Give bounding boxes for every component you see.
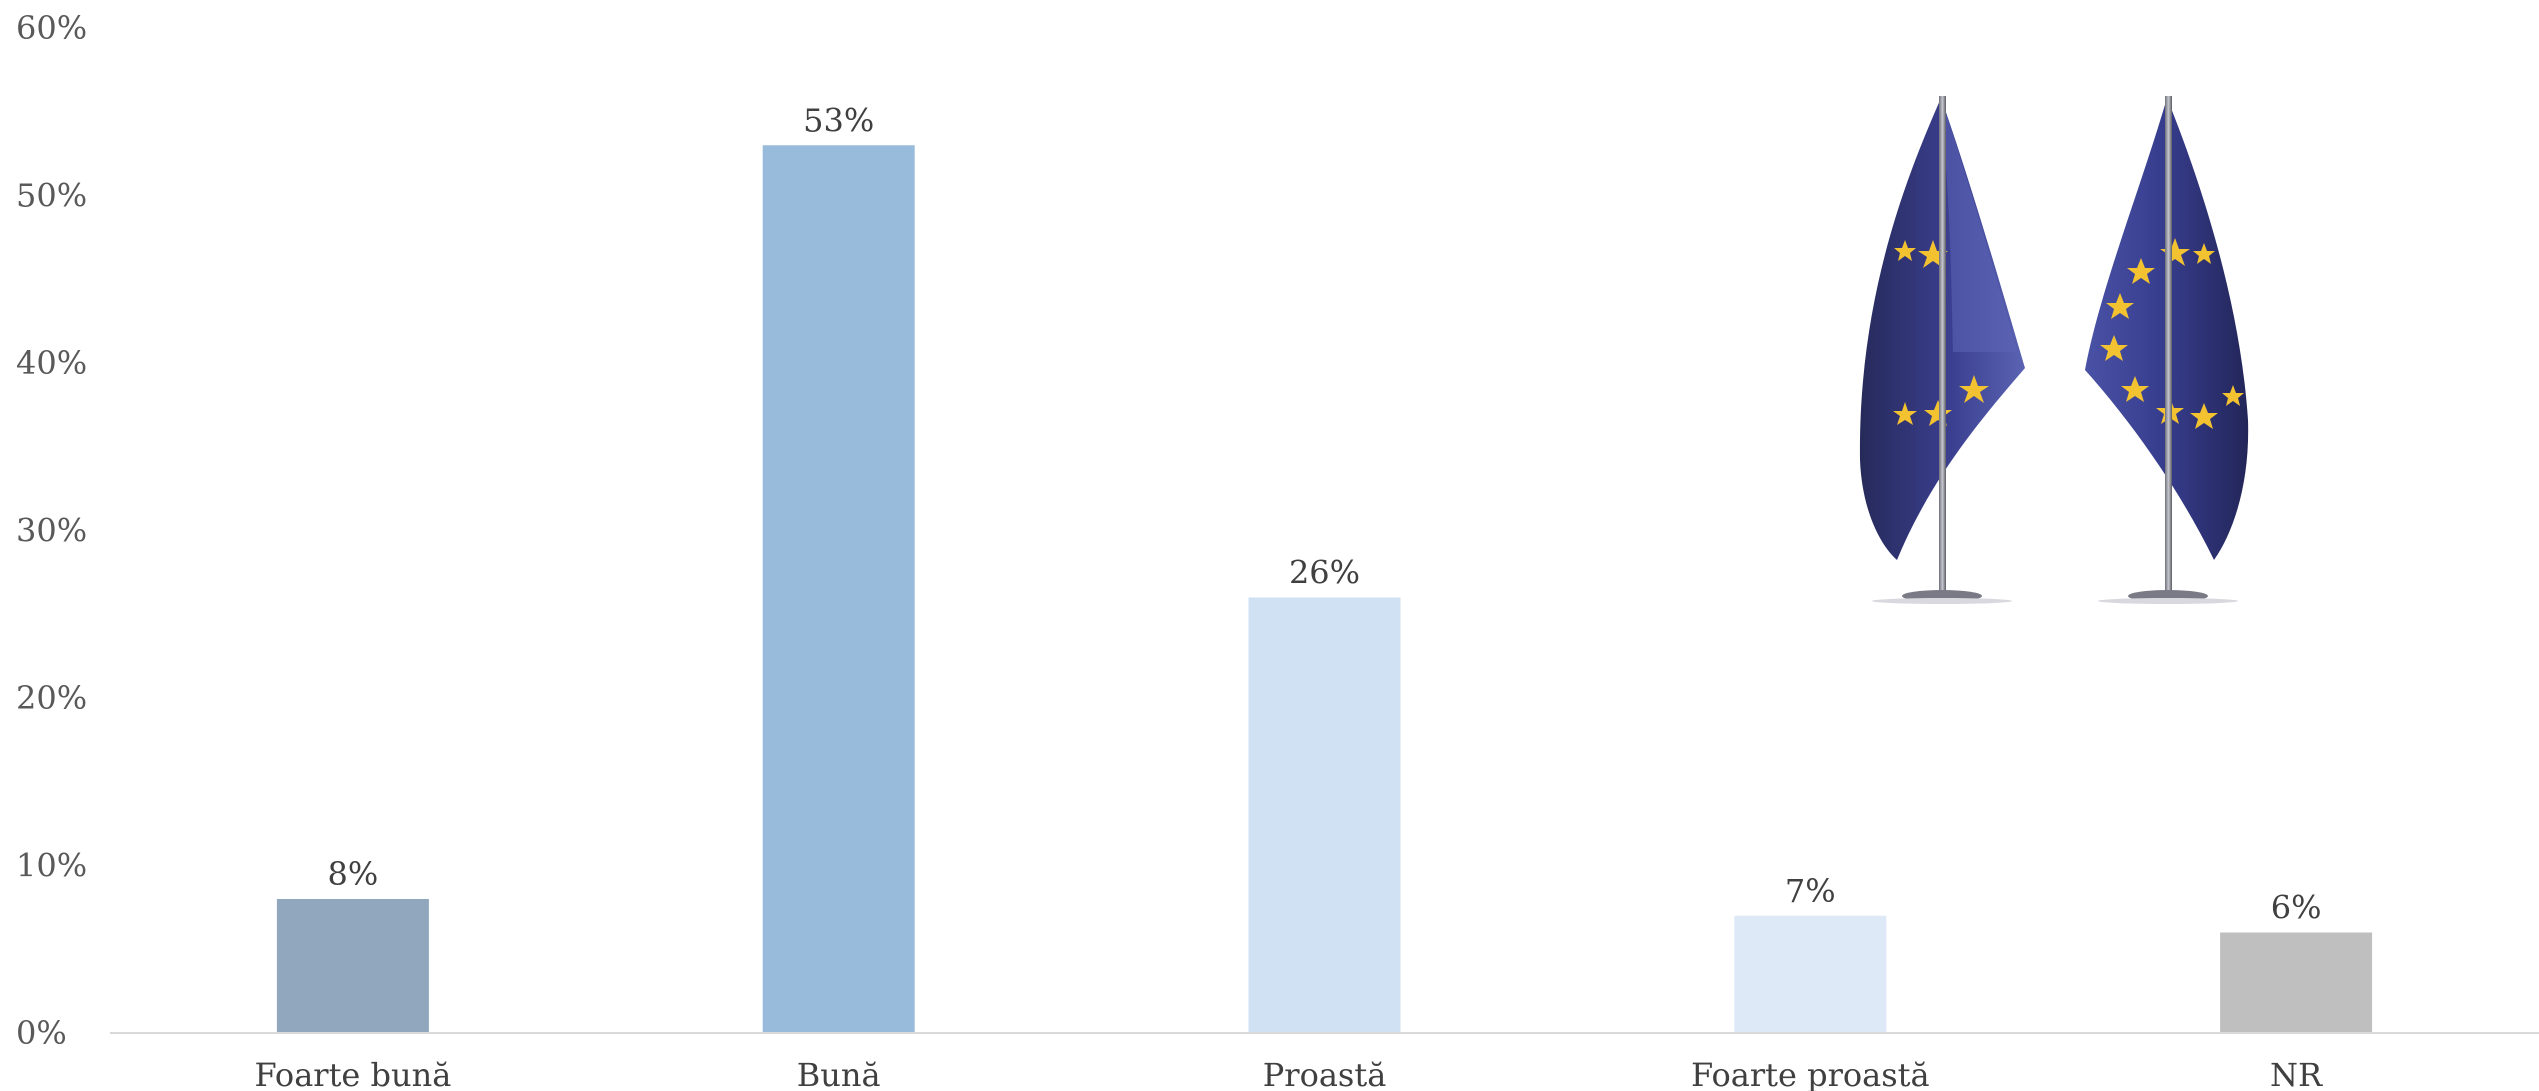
x-axis: Foarte bună Bună Proastă Foarte proastă NR — [110, 1032, 2539, 1091]
data-label: 8% — [328, 855, 379, 893]
eu-table-flags-icon — [1859, 96, 2249, 604]
x-category-label: Foarte proastă — [1691, 1056, 1930, 1091]
data-label: 7% — [1785, 872, 1836, 910]
bar — [276, 899, 429, 1033]
eu-flag-right-icon — [2085, 96, 2249, 604]
bar — [1248, 597, 1401, 1033]
x-category-label: NR — [2270, 1056, 2323, 1091]
y-axis: 0% 10% 20% 30% 40% 50% 60% — [16, 9, 87, 1052]
y-tick-label: 60% — [16, 9, 87, 47]
data-label: 6% — [2271, 889, 2322, 927]
data-label: 26% — [1289, 554, 1360, 592]
bar — [762, 145, 915, 1033]
bar — [1734, 915, 1887, 1033]
bar — [2220, 932, 2373, 1033]
x-category-label: Foarte bună — [254, 1056, 451, 1091]
data-label: 53% — [803, 101, 874, 139]
y-tick-label: 50% — [16, 177, 87, 215]
y-tick-label: 20% — [16, 679, 87, 717]
y-tick-label: 30% — [16, 512, 87, 550]
x-category-label: Bună — [797, 1056, 881, 1091]
y-tick-label: 40% — [16, 344, 87, 382]
eu-flag-left-icon — [1859, 96, 2025, 604]
y-tick-label: 0% — [16, 1014, 67, 1052]
x-category-label: Proastă — [1263, 1056, 1387, 1091]
y-tick-label: 10% — [16, 847, 87, 885]
bars-group: 8% 53% 26% 7% 6% — [276, 101, 2373, 1033]
